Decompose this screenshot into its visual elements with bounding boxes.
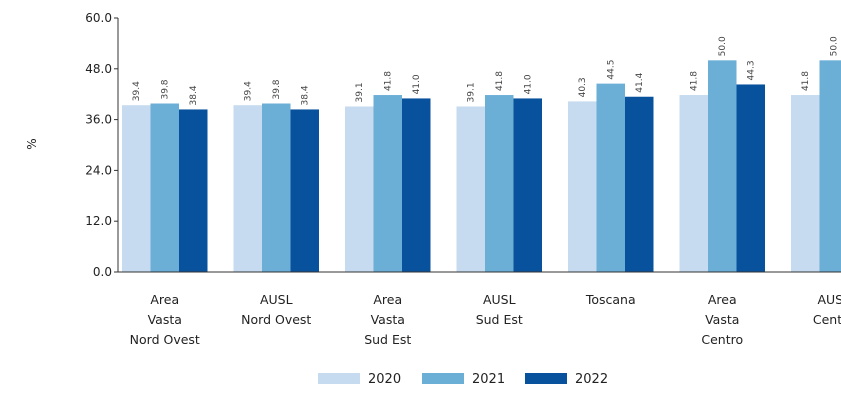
- x-category-label: AUSL: [260, 292, 293, 307]
- bar-2022: [290, 109, 319, 272]
- value-label: 50.0: [718, 36, 728, 56]
- value-label: 39.1: [355, 82, 365, 102]
- bar-2020: [456, 106, 485, 272]
- value-label: 39.4: [244, 81, 254, 101]
- value-label: 38.4: [189, 85, 199, 105]
- legend-label-2021: 2021: [472, 372, 505, 387]
- x-category-label: Area: [150, 292, 179, 307]
- value-label: 41.0: [412, 74, 422, 94]
- bar-2020: [233, 105, 262, 272]
- y-tick-label: 12.0: [85, 214, 112, 228]
- y-tick-label: 24.0: [85, 163, 112, 177]
- value-label: 44.3: [747, 60, 757, 80]
- y-axis-label: %: [25, 138, 39, 149]
- value-label: 39.4: [132, 81, 142, 101]
- bar-2020: [679, 95, 708, 273]
- value-label: 41.0: [524, 74, 534, 94]
- bar-2020: [791, 95, 820, 273]
- y-tick-label: 48.0: [85, 62, 112, 76]
- x-category-label: Sud Est: [364, 332, 411, 347]
- x-category-label: AUSL: [483, 292, 516, 307]
- bar-2022: [625, 96, 654, 273]
- x-category-label: Vasta: [371, 312, 405, 327]
- value-label: 39.1: [467, 82, 477, 102]
- x-category-label: Vasta: [148, 312, 182, 327]
- x-category-label: Nord Ovest: [130, 332, 200, 347]
- y-tick-label: 0.0: [93, 265, 112, 279]
- value-label: 44.5: [607, 60, 617, 80]
- value-label: 41.8: [801, 71, 811, 91]
- bar-2022: [513, 98, 542, 272]
- legend-swatch-2022: [525, 373, 567, 384]
- x-category-label: AUSL: [817, 292, 841, 307]
- value-label: 39.8: [161, 79, 171, 99]
- value-label: 50.0: [830, 36, 840, 56]
- legend-label-2022: 2022: [575, 372, 608, 387]
- bar-2021: [262, 103, 291, 272]
- bar-2021: [596, 83, 625, 272]
- x-category-label: Nord Ovest: [241, 312, 311, 327]
- value-label: 41.8: [690, 71, 700, 91]
- legend-swatch-2020: [318, 373, 360, 384]
- bar-2022: [736, 84, 765, 272]
- value-label: 41.8: [495, 71, 505, 91]
- x-category-label: Area: [708, 292, 737, 307]
- x-category-label: Centro: [701, 332, 743, 347]
- bar-2022: [179, 109, 208, 272]
- y-tick-label: 36.0: [85, 113, 112, 127]
- legend-swatch-2021: [422, 373, 464, 384]
- x-category-label: Area: [373, 292, 402, 307]
- y-tick-label: 60.0: [85, 11, 112, 25]
- bar-2020: [122, 105, 151, 272]
- bar-2020: [568, 101, 597, 272]
- bar-2021: [150, 103, 179, 272]
- x-category-label: Centro: [813, 312, 841, 327]
- value-label: 40.3: [578, 77, 588, 97]
- bar-2021: [485, 95, 514, 273]
- bar-2021: [708, 60, 737, 273]
- value-label: 39.8: [272, 79, 282, 99]
- value-label: 41.4: [635, 72, 645, 92]
- x-category-label: Vasta: [705, 312, 739, 327]
- x-category-label: Sud Est: [476, 312, 523, 327]
- legend-label-2020: 2020: [368, 372, 401, 387]
- value-label: 38.4: [301, 85, 311, 105]
- value-label: 41.8: [384, 71, 394, 91]
- bar-2021: [819, 60, 841, 273]
- bar-2021: [373, 95, 402, 273]
- x-category-label: Toscana: [585, 292, 636, 307]
- bar-2020: [345, 106, 374, 272]
- bar-2022: [402, 98, 431, 272]
